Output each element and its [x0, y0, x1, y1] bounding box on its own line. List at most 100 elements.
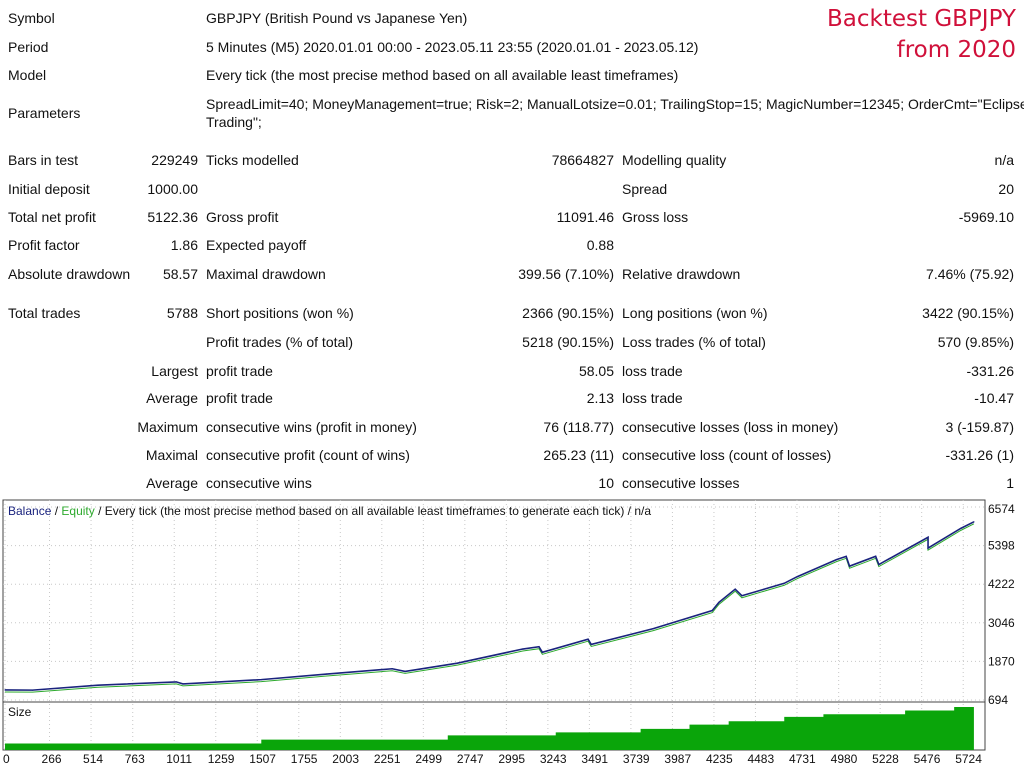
stat-label: Gross loss	[622, 209, 689, 225]
balance-point	[848, 565, 851, 567]
balance-point	[32, 689, 34, 691]
balance-point	[4, 689, 6, 691]
stat-value: 0.88	[586, 237, 614, 253]
balance-point	[326, 673, 328, 675]
legend-balance: Balance	[8, 504, 52, 518]
legend-sep: /	[51, 504, 61, 518]
balance-point	[260, 679, 262, 681]
x-tick-label: 3243	[540, 752, 567, 766]
size-label: Size	[8, 705, 32, 719]
x-tick-label: 5228	[872, 752, 899, 766]
x-tick-label: 4483	[747, 752, 774, 766]
stat-label: Expected payoff	[206, 237, 307, 253]
balance-point	[175, 681, 177, 683]
balance-point	[741, 595, 743, 597]
symbol-value: GBPJPY (British Pound vs Japanese Yen)	[206, 10, 468, 26]
overlay-title-line1: Backtest GBPJPY	[827, 6, 1016, 32]
x-tick-label: 3739	[623, 752, 650, 766]
model-label: Model	[8, 67, 47, 83]
balance-point	[927, 536, 929, 538]
balance-point	[522, 648, 524, 650]
x-tick-label: 2747	[457, 752, 484, 766]
balance-point	[973, 521, 975, 523]
stat-value: 265.23 (11)	[543, 447, 614, 463]
stat-label: profit trade	[206, 363, 273, 379]
parameters-line1: SpreadLimit=40; MoneyManagement=true; Ri…	[206, 96, 1024, 112]
x-tick-label: 1507	[249, 752, 276, 766]
stat-label: loss trade	[622, 363, 683, 379]
stat-value: 229249	[151, 152, 198, 168]
balance-point	[541, 651, 543, 653]
y-tick-label: 1870	[988, 654, 1015, 668]
stat-value: Average	[146, 475, 198, 491]
y-tick-label: 694	[988, 693, 1008, 707]
x-tick-label: 266	[42, 752, 62, 766]
stat-value: 5218 (90.15%)	[522, 334, 614, 350]
balance-point	[456, 662, 458, 664]
legend-description: / Every tick (the most precise method ba…	[95, 504, 652, 518]
stat-label: consecutive wins (profit in money)	[206, 419, 417, 435]
x-tick-label: 1259	[208, 752, 235, 766]
stat-value: 7.46% (75.92)	[926, 266, 1014, 282]
stat-value: 76 (118.77)	[543, 419, 614, 435]
chart-legend: Balance / Equity / Every tick (the most …	[8, 504, 651, 518]
balance-point	[783, 582, 785, 584]
stat-label: Total trades	[8, 305, 81, 321]
x-tick-label: 4235	[706, 752, 733, 766]
stat-value: Average	[146, 390, 198, 406]
x-tick-label: 4731	[789, 752, 816, 766]
legend-equity: Equity	[61, 504, 94, 518]
x-tick-label: 2003	[332, 752, 359, 766]
stat-value: 20	[998, 181, 1014, 197]
stat-value: 5122.36	[147, 209, 198, 225]
stat-label: Relative drawdown	[622, 266, 741, 282]
stat-value: 5788	[166, 305, 198, 321]
stat-value: 1.86	[170, 237, 198, 253]
x-tick-label: 2251	[374, 752, 401, 766]
stat-label: Ticks modelled	[206, 152, 299, 168]
balance-point	[538, 646, 540, 648]
parameters-line2: Trading";	[206, 114, 262, 130]
stat-label: consecutive losses (loss in money)	[622, 419, 839, 435]
stat-value: Largest	[151, 363, 198, 379]
stat-value: Maximal	[145, 447, 198, 463]
balance-point	[875, 555, 877, 557]
y-tick-label: 3046	[988, 616, 1015, 630]
stat-label: Long positions (won %)	[622, 305, 768, 321]
x-tick-label: 2499	[415, 752, 442, 766]
stat-value: Maximum	[137, 419, 198, 435]
stat-label: Total net profit	[8, 209, 96, 225]
model-value: Every tick (the most precise method base…	[206, 67, 679, 83]
stat-label: Profit factor	[8, 237, 80, 253]
x-tick-label: 3987	[664, 752, 691, 766]
balance-point	[711, 609, 713, 612]
stat-label: Maximal drawdown	[206, 266, 326, 282]
stat-label: consecutive wins	[206, 475, 312, 491]
symbol-label: Symbol	[8, 10, 55, 26]
stat-value: 3422 (90.15%)	[922, 305, 1014, 321]
balance-point	[404, 670, 406, 673]
parameters-label: Parameters	[8, 105, 81, 121]
stat-value: 58.05	[578, 363, 614, 379]
stat-label: Profit trades (% of total)	[206, 334, 354, 350]
balance-point	[97, 684, 99, 686]
stat-label: consecutive profit (count of wins)	[206, 447, 410, 463]
stat-label: Loss trades (% of total)	[622, 334, 766, 350]
stat-label: loss trade	[622, 390, 683, 406]
size-bars	[5, 707, 974, 750]
x-tick-label: 3491	[581, 752, 608, 766]
balance-point	[718, 601, 720, 603]
balance-point	[590, 643, 592, 646]
x-tick-label: 5724	[955, 752, 982, 766]
chart-frame	[2, 499, 986, 751]
stat-value: 1	[1006, 475, 1014, 491]
period-value: 5 Minutes (M5) 2020.01.01 00:00 - 2023.0…	[206, 39, 699, 55]
stat-value: 570 (9.85%)	[937, 334, 1014, 350]
x-tick-label: 1755	[291, 752, 318, 766]
stat-value: 78664827	[551, 152, 614, 168]
stat-value: -331.26 (1)	[945, 447, 1014, 463]
stat-label: consecutive losses	[622, 475, 740, 491]
x-tick-label: 1011	[166, 752, 192, 766]
stat-value: -10.47	[974, 390, 1014, 406]
overlay-title: Backtest GBPJPY from 2020	[827, 4, 1016, 66]
